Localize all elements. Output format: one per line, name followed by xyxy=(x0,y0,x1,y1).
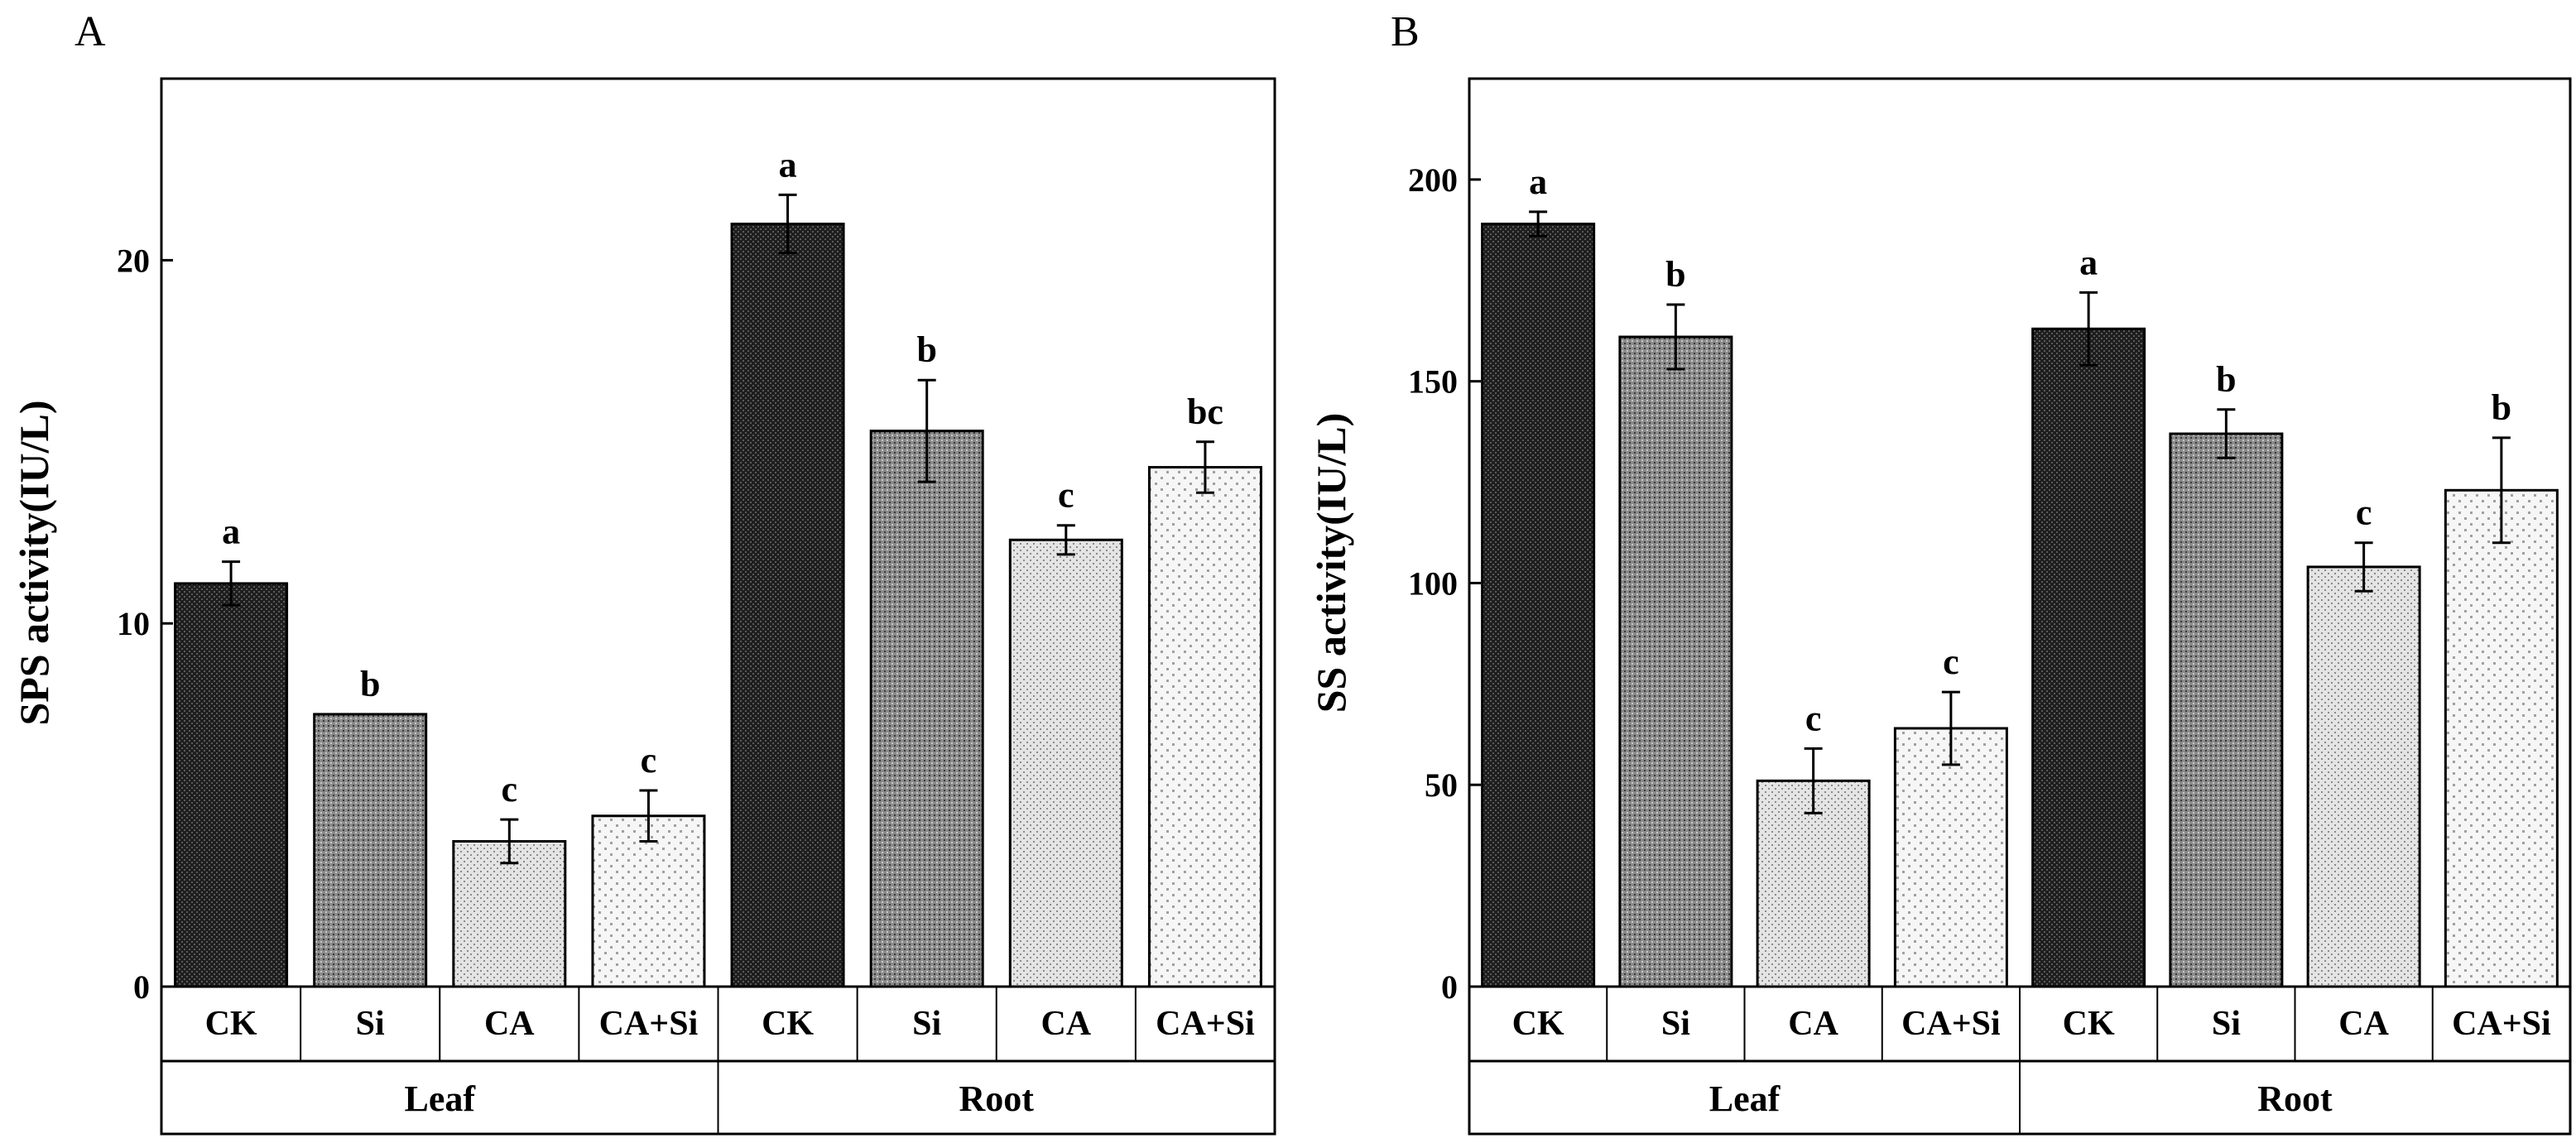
panel-a-bar-ck-root xyxy=(730,223,845,988)
panel-b-significance-letter: c xyxy=(2356,492,2372,533)
panel-b-label: B xyxy=(1391,8,1420,55)
panel-b-bar-si-leaf xyxy=(1618,335,1733,988)
panel-b: B SS activity(IU/L) 0 50 100 150 200 a b c c a b c… xyxy=(1308,8,2572,1136)
panel-b-group-label-leaf: Leaf xyxy=(1709,1078,1781,1119)
panel-a-group-label-root: Root xyxy=(959,1078,1035,1119)
panel-b-category-label: CK xyxy=(1512,1005,1564,1043)
panel-b-y-axis-title: SS activity(IU/L) xyxy=(1308,413,1354,713)
panel-b-bar-ck-leaf xyxy=(1481,223,1596,988)
panel-a-y-axis-title: SPS activity(IU/L) xyxy=(11,400,57,725)
panel-b-bar-ca-leaf xyxy=(1756,779,1871,988)
panel-a-category-label: CA+Si xyxy=(599,1005,699,1043)
panel-a-significance-letter: a xyxy=(222,512,240,552)
panel-b-bar-ca-si-leaf xyxy=(1893,727,2008,988)
panel-b-bar-si-root xyxy=(2169,432,2284,988)
panel-b-y-tick-label: 200 xyxy=(1408,161,1458,199)
panel-b-significance-letter: a xyxy=(1529,161,1547,202)
panel-a-y-ticks: 0 10 20 xyxy=(117,242,173,1006)
panel-a-significance-letter: c xyxy=(502,769,518,809)
panel-a-category-label: CK xyxy=(205,1005,257,1043)
panel-a-category-label: CA+Si xyxy=(1156,1005,1255,1043)
panel-b-y-tick-label: 50 xyxy=(1425,766,1458,804)
panel-b-y-tick-label: 150 xyxy=(1408,363,1458,401)
panel-b-category-label: Si xyxy=(1661,1005,1690,1043)
panel-b-category-label: Si xyxy=(2212,1005,2241,1043)
panel-b-bar-ca-si-root xyxy=(2444,488,2559,988)
panel-a-category-label: CA xyxy=(484,1005,535,1043)
panel-a-bar-si-leaf xyxy=(313,713,428,988)
panel-a-bar-ca-si-leaf xyxy=(591,814,706,988)
panel-b-bars: a b c c a b c b xyxy=(1481,161,2559,988)
panel-b-y-ticks: 0 50 100 150 200 xyxy=(1408,161,1481,1006)
panel-b-y-tick-label: 100 xyxy=(1408,564,1458,602)
panel-b-significance-letter: a xyxy=(2079,242,2098,282)
panel-a-bar-ca-root xyxy=(1008,538,1123,988)
panel-b-significance-letter: b xyxy=(1665,254,1685,295)
panel-a-category-label: CK xyxy=(762,1005,814,1043)
panel-a-significance-letter: b xyxy=(916,329,936,370)
panel-b-bar-ck-root xyxy=(2031,327,2146,988)
panel-b-category-label: CA+Si xyxy=(2452,1005,2551,1043)
panel-a-significance-letter: bc xyxy=(1187,391,1223,432)
panel-a-y-tick-label: 0 xyxy=(133,968,150,1006)
panel-a-bar-ca-si-root xyxy=(1147,466,1262,988)
panel-a-y-tick-label: 20 xyxy=(117,242,150,279)
panel-a-significance-letter: b xyxy=(360,664,380,704)
panel-a-bar-si-root xyxy=(869,430,984,988)
panel-b-category-label: CA xyxy=(1788,1005,1838,1043)
panel-b-significance-letter: c xyxy=(1943,641,1959,682)
panel-a-label: A xyxy=(74,8,106,55)
panel-a-group-label-leaf: Leaf xyxy=(404,1078,476,1119)
panel-a-significance-letter: a xyxy=(779,144,797,185)
panel-b-significance-letter: b xyxy=(2492,387,2511,428)
panel-a-significance-letter: c xyxy=(641,740,657,781)
panel-b-significance-letter: b xyxy=(2216,359,2236,400)
panel-b-category-label: CA+Si xyxy=(1901,1005,2001,1043)
panel-b-y-tick-label: 0 xyxy=(1441,968,1458,1006)
panel-a-bar-ck-leaf xyxy=(174,582,289,988)
panel-a-significance-letter: c xyxy=(1058,475,1074,516)
panel-a-category-label: Si xyxy=(356,1005,385,1043)
panel-b-significance-letter: c xyxy=(1805,698,1822,738)
panel-b-category-label: CA xyxy=(2338,1005,2389,1043)
panel-b-category-labels: CK Si CA CA+Si CK Si CA CA+Si Leaf Root xyxy=(1469,985,2570,1134)
panel-b-category-label: CK xyxy=(2063,1005,2115,1043)
panel-b-group-label-root: Root xyxy=(2257,1078,2333,1119)
panel-a-y-tick-label: 10 xyxy=(117,605,150,642)
panel-a-category-label: CA xyxy=(1040,1005,1091,1043)
panel-a-category-labels: CK Si CA CA+Si CK Si CA CA+Si Leaf Root xyxy=(161,985,1275,1134)
panel-b-bar-ca-root xyxy=(2306,565,2421,988)
panel-a-category-label: Si xyxy=(912,1005,941,1043)
